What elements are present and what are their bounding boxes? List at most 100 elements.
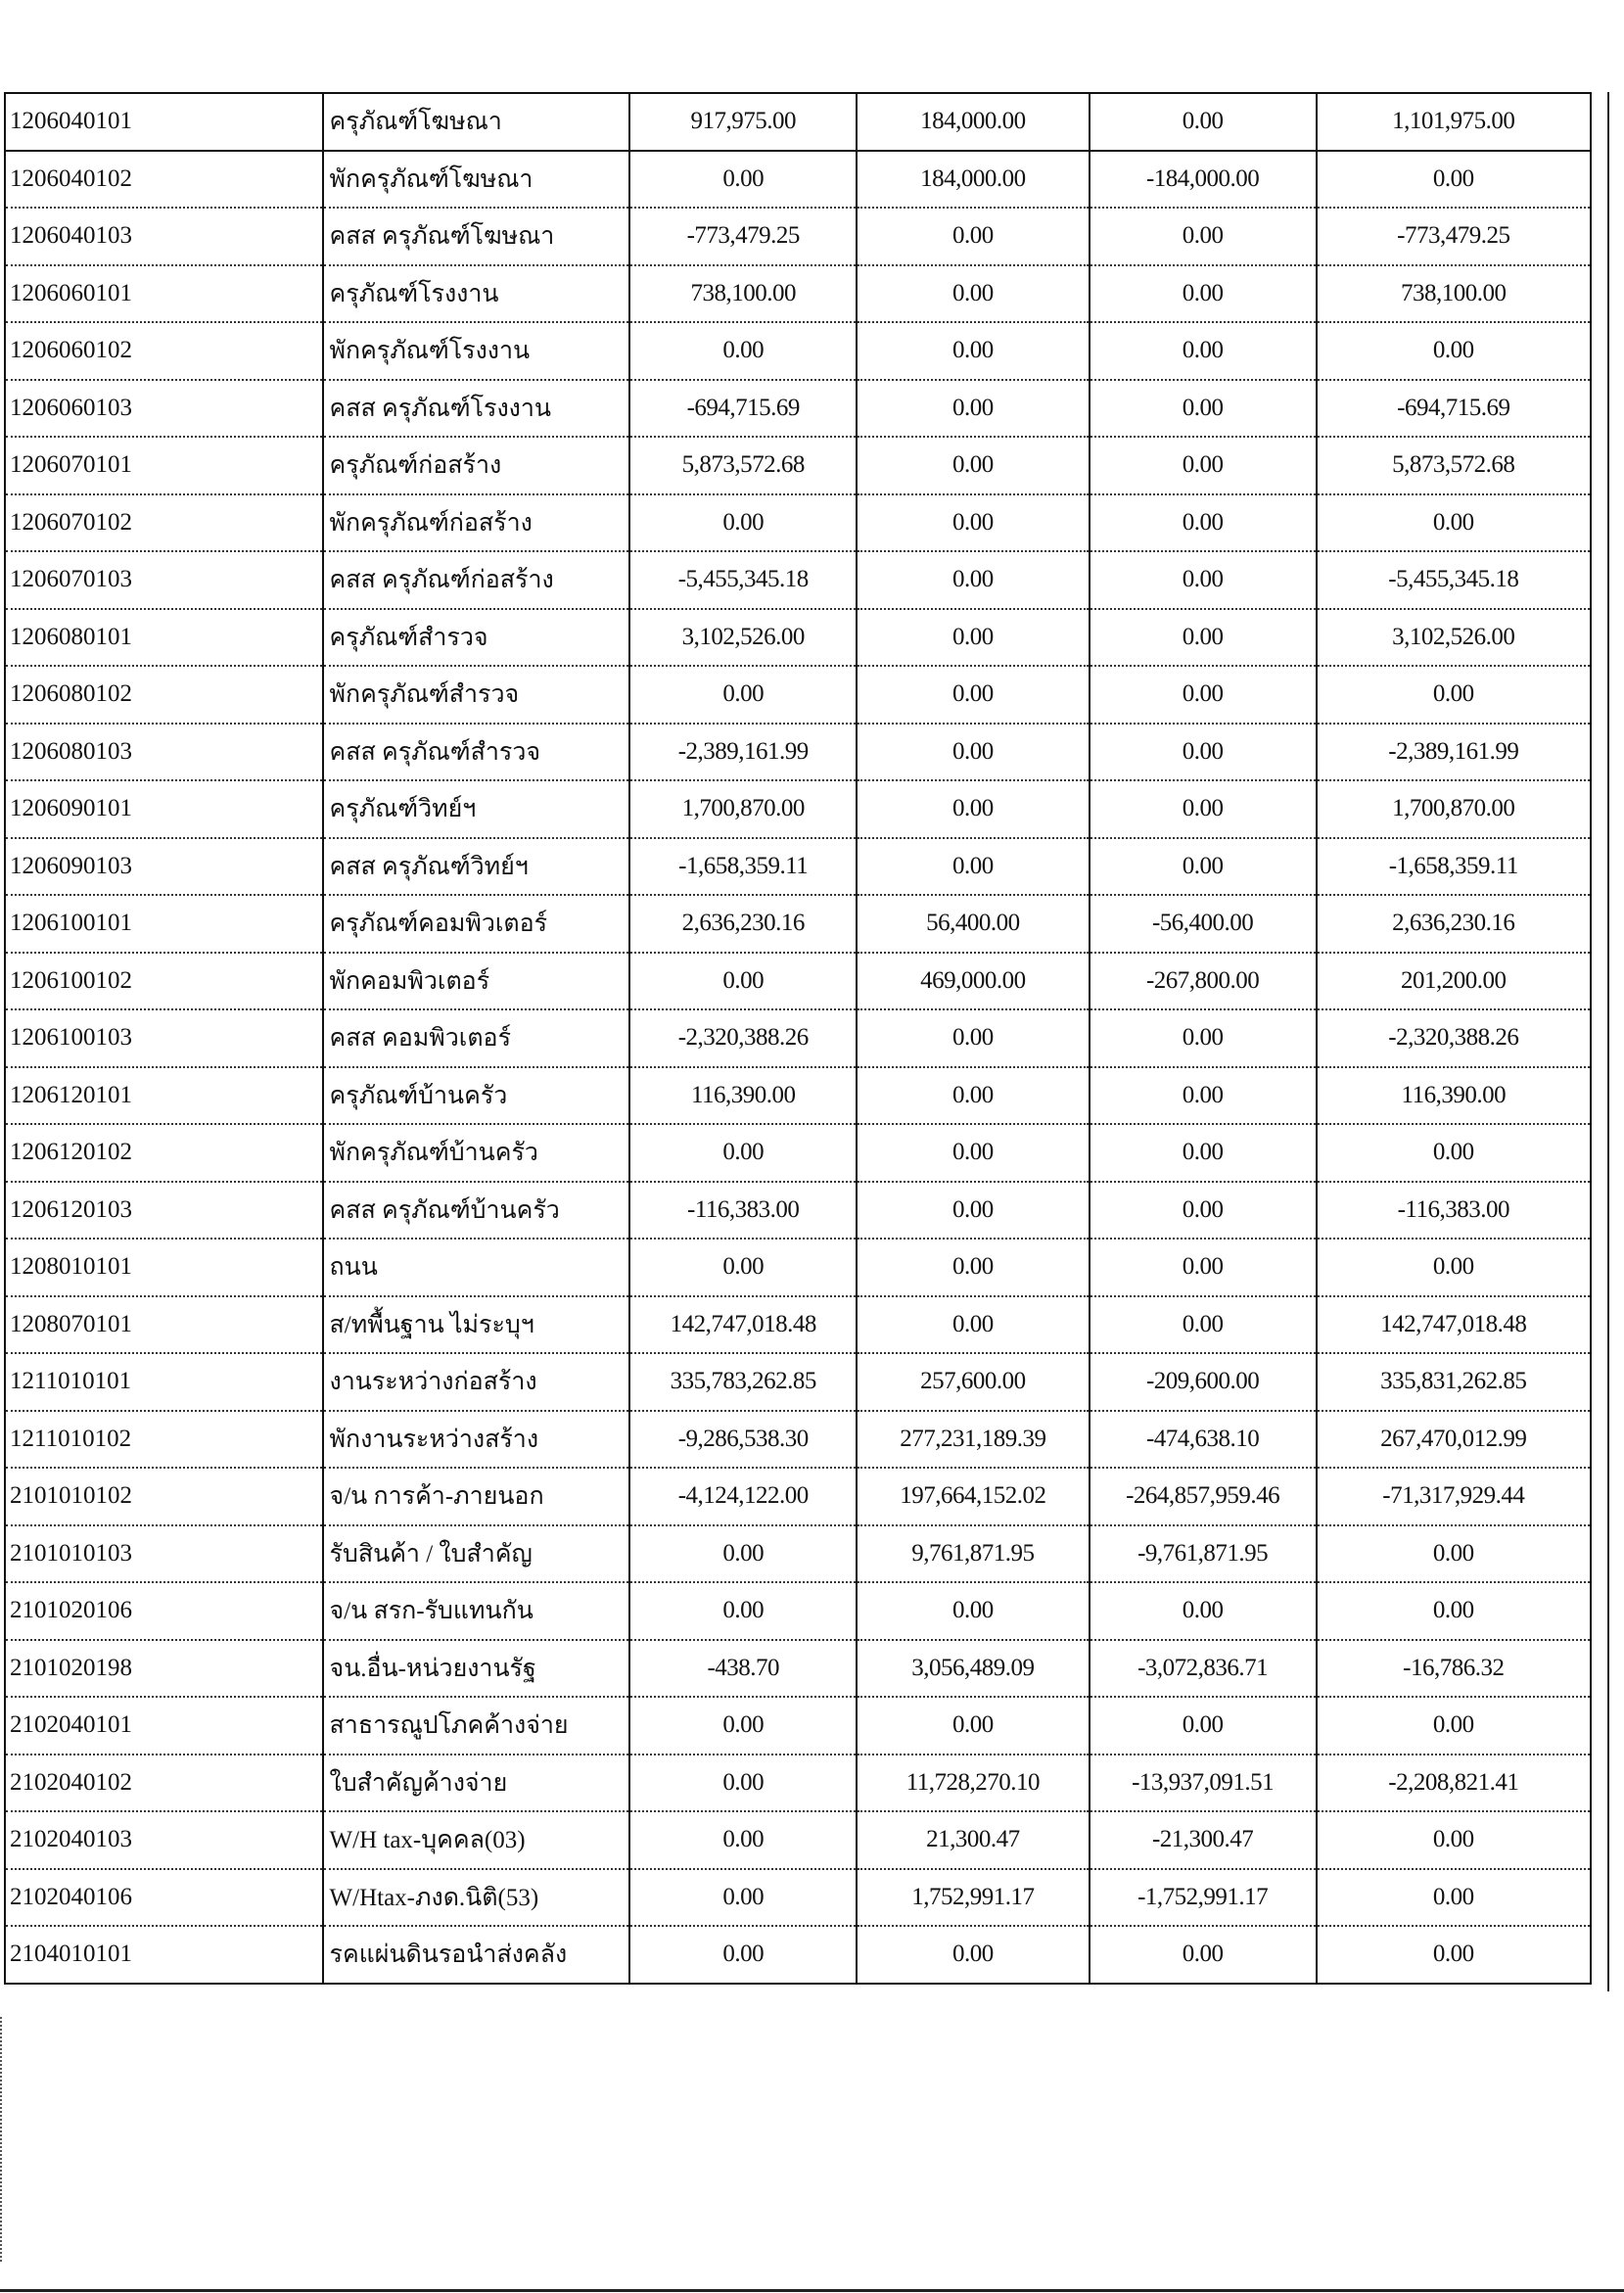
trial-balance-table: 1206040101 ครุภัณฑ์โฆษณา 917,975.00 184,000… (4, 92, 1592, 1985)
ending-balance-cell: 0.00 (1316, 150, 1591, 209)
credit-cell: -184,000.00 (1089, 150, 1318, 209)
balance-forward-cell: -4,124,122.00 (629, 1468, 858, 1526)
account-name-cell: พักคอมพิวเตอร์ (322, 952, 631, 1010)
account-code-cell: 1206040103 (5, 208, 324, 266)
debit-cell: 56,400.00 (857, 895, 1090, 954)
credit-cell: 0.00 (1089, 1926, 1318, 1984)
account-name-cell: ครุภัณฑ์วิทย์ฯ (322, 780, 631, 839)
account-code-cell: 1206060103 (5, 379, 324, 438)
ending-balance-cell: 0.00 (1316, 1868, 1591, 1927)
account-code-cell: 1206070103 (5, 551, 324, 610)
credit-cell: 0.00 (1089, 1582, 1318, 1641)
debit-cell: 21,300.47 (857, 1811, 1090, 1870)
debit-cell: 0.00 (857, 208, 1090, 266)
balance-forward-cell: 0.00 (629, 1697, 858, 1755)
ending-balance-cell: 1,700,870.00 (1316, 780, 1591, 839)
table-row: 1206040102 พักครุภัณฑ์โฆษณา 0.00 184,000.00… (5, 150, 1591, 209)
account-name-cell: รับสินค้า / ใบสำคัญ (322, 1524, 631, 1583)
ending-balance-cell: 1,101,975.00 (1316, 93, 1591, 152)
table-row: 2102040101 สาธารณูปโภคค้างจ่าย 0.00 0.00 0.0… (5, 1697, 1591, 1755)
debit-cell: 1,752,991.17 (857, 1868, 1090, 1927)
credit-cell: 0.00 (1089, 1239, 1318, 1297)
account-code-cell: 1206060101 (5, 264, 324, 323)
account-code-cell: 1211010102 (5, 1410, 324, 1469)
account-name-cell: คสส ครุภัณฑ์สำรวจ (322, 723, 631, 781)
balance-forward-cell: 0.00 (629, 952, 858, 1010)
table-row: 1206080101 ครุภัณฑ์สำรวจ 3,102,526.00 0.00 0… (5, 608, 1591, 667)
credit-cell: -9,761,871.95 (1089, 1524, 1318, 1583)
account-code-cell: 2104010101 (5, 1926, 324, 1984)
balance-forward-cell: 0.00 (629, 1926, 858, 1984)
ending-balance-cell: 2,636,230.16 (1316, 895, 1591, 954)
balance-forward-cell: 335,783,262.85 (629, 1353, 858, 1412)
debit-cell: 0.00 (857, 608, 1090, 667)
account-name-cell: งานระหว่างก่อสร้าง (322, 1353, 631, 1412)
table-row: 1208010101 ถนน 0.00 0.00 0.00 0.00 (5, 1239, 1591, 1297)
account-name-cell: จ/น การค้า-ภายนอก (322, 1468, 631, 1526)
debit-cell: 0.00 (857, 1239, 1090, 1297)
account-name-cell: สาธารณูปโภคค้างจ่าย (322, 1697, 631, 1755)
account-code-cell: 1206070102 (5, 493, 324, 552)
table-row: 1206040101 ครุภัณฑ์โฆษณา 917,975.00 184,000… (5, 93, 1591, 152)
balance-forward-cell: -2,389,161.99 (629, 723, 858, 781)
account-code-cell: 2102040101 (5, 1697, 324, 1755)
account-code-cell: 1206120103 (5, 1181, 324, 1240)
account-code-cell: 1206070101 (5, 437, 324, 495)
ending-balance-cell: -694,715.69 (1316, 379, 1591, 438)
account-code-cell: 2101010102 (5, 1468, 324, 1526)
balance-forward-cell: -116,383.00 (629, 1181, 858, 1240)
ending-balance-cell: 335,831,262.85 (1316, 1353, 1591, 1412)
balance-forward-cell: -2,320,388.26 (629, 1009, 858, 1068)
account-name-cell: รคแผ่นดินรอนำส่งคลัง (322, 1926, 631, 1984)
ending-balance-cell: 738,100.00 (1316, 264, 1591, 323)
account-name-cell: คสส ครุภัณฑ์ก่อสร้าง (322, 551, 631, 610)
debit-cell: 0.00 (857, 723, 1090, 781)
credit-cell: -56,400.00 (1089, 895, 1318, 954)
debit-cell: 277,231,189.39 (857, 1410, 1090, 1469)
ending-balance-cell: 267,470,012.99 (1316, 1410, 1591, 1469)
table-row: 2102040103 W/H tax-บุคคล(03) 0.00 21,300.47… (5, 1811, 1591, 1870)
debit-cell: 0.00 (857, 493, 1090, 552)
table-row: 1211010102 พักงานระหว่างสร้าง -9,286,538.3… (5, 1410, 1591, 1469)
debit-cell: 0.00 (857, 1009, 1090, 1068)
balance-forward-cell: -1,658,359.11 (629, 837, 858, 896)
balance-forward-cell: 738,100.00 (629, 264, 858, 323)
table-row: 1206120103 คสส ครุภัณฑ์บ้านครัว -116,383.0… (5, 1181, 1591, 1240)
balance-forward-cell: 0.00 (629, 1811, 858, 1870)
table-row: 1206120102 พักครุภัณฑ์บ้านครัว 0.00 0.00 0.0… (5, 1124, 1591, 1183)
account-name-cell: ครุภัณฑ์โฆษณา (322, 93, 631, 152)
credit-cell: 0.00 (1089, 208, 1318, 266)
account-code-cell: 1206060102 (5, 322, 324, 381)
ending-balance-cell: 0.00 (1316, 1239, 1591, 1297)
credit-cell: -267,800.00 (1089, 952, 1318, 1010)
account-code-cell: 1208070101 (5, 1295, 324, 1354)
debit-cell: 0.00 (857, 437, 1090, 495)
debit-cell: 0.00 (857, 1295, 1090, 1354)
credit-cell: 0.00 (1089, 780, 1318, 839)
debit-cell: 0.00 (857, 837, 1090, 896)
debit-cell: 197,664,152.02 (857, 1468, 1090, 1526)
balance-forward-cell: -5,455,345.18 (629, 551, 858, 610)
balance-forward-cell: -438.70 (629, 1639, 858, 1698)
debit-cell: 0.00 (857, 1066, 1090, 1125)
balance-forward-cell: -773,479.25 (629, 208, 858, 266)
debit-cell: 0.00 (857, 551, 1090, 610)
balance-forward-cell: 0.00 (629, 1868, 858, 1927)
balance-forward-cell: -694,715.69 (629, 379, 858, 438)
credit-cell: 0.00 (1089, 1066, 1318, 1125)
account-name-cell: ครุภัณฑ์สำรวจ (322, 608, 631, 667)
account-name-cell: คสส ครุภัณฑ์โรงงาน (322, 379, 631, 438)
balance-forward-cell: 0.00 (629, 150, 858, 209)
debit-cell: 11,728,270.10 (857, 1754, 1090, 1812)
balance-forward-cell: 917,975.00 (629, 93, 858, 152)
table-row: 1206060102 พักครุภัณฑ์โรงงาน 0.00 0.00 0.00 0… (5, 322, 1591, 381)
debit-cell: 0.00 (857, 1124, 1090, 1183)
account-code-cell: 1206040101 (5, 93, 324, 152)
ending-balance-cell: -1,658,359.11 (1316, 837, 1591, 896)
account-code-cell: 2102040103 (5, 1811, 324, 1870)
ending-balance-cell: -773,479.25 (1316, 208, 1591, 266)
ending-balance-cell: -2,389,161.99 (1316, 723, 1591, 781)
account-name-cell: พักครุภัณฑ์ก่อสร้าง (322, 493, 631, 552)
credit-cell: 0.00 (1089, 493, 1318, 552)
ending-balance-cell: 0.00 (1316, 1124, 1591, 1183)
